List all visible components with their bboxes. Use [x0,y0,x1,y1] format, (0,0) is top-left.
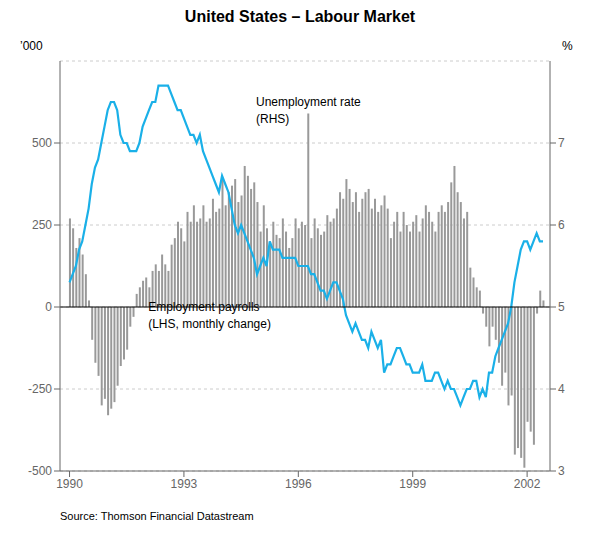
svg-text:1996: 1996 [285,477,312,491]
svg-text:-500: -500 [28,464,52,478]
svg-text:6: 6 [558,218,565,232]
html-text:Employment payrolls: Employment payrolls [148,299,260,314]
html-text:Source: Thomson Financial Data: Source: Thomson Financial Datastream [60,510,254,522]
svg-text:1993: 1993 [171,477,198,491]
svg-text:0: 0 [45,300,52,314]
svg-text:1999: 1999 [399,477,426,491]
svg-text:1990: 1990 [56,477,83,491]
html-text:(RHS): (RHS) [256,111,290,126]
svg-text:250: 250 [32,218,52,232]
html-text:United States – Labour Market: United States – Labour Market [184,8,416,25]
svg-text:500: 500 [32,136,52,150]
html-text:Unemployment rate: Unemployment rate [256,94,361,109]
svg-text:5: 5 [558,300,565,314]
svg-text:-250: -250 [28,382,52,396]
html-text:(LHS, monthly change): (LHS, monthly change) [148,316,271,331]
html-text:’000: ’000 [20,39,43,53]
svg-text:3: 3 [558,464,565,478]
svg-text:2002: 2002 [514,477,541,491]
svg-text:4: 4 [558,382,565,396]
svg-text:7: 7 [558,136,565,150]
